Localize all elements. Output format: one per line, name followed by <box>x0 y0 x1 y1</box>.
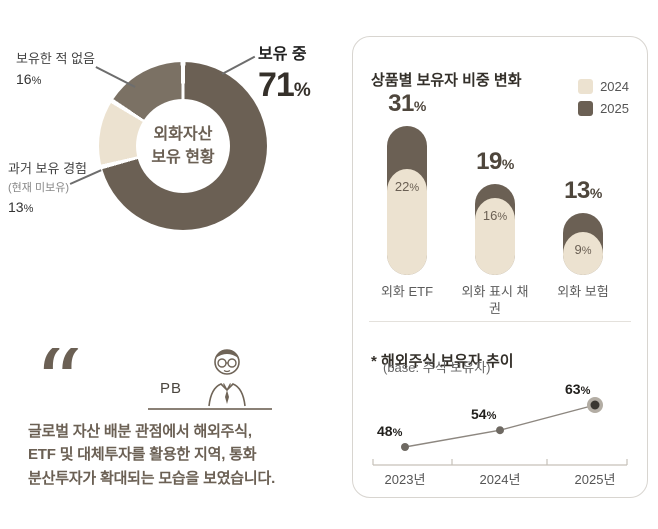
callout-past-value: 13% <box>8 199 87 215</box>
line-chart-title: * 해외주식 보유자 추이 <box>371 353 514 370</box>
line-point-unit: % <box>392 427 403 439</box>
product-bar-column: 19% 16% 외화 표시 채권 <box>455 87 535 316</box>
pb-quote-line: 글로벌 자산 배분 관점에서 해외주식, <box>28 423 252 440</box>
bar-top-unit: % <box>501 155 514 172</box>
callout-holding-label: 보유 중 <box>258 46 307 63</box>
bar-2025: 16% <box>475 183 515 275</box>
callout-past-label: 과거 보유 경험 <box>8 161 87 176</box>
quote-mark-icon: “ <box>34 348 120 406</box>
stock-trend-svg <box>372 397 628 466</box>
bar-top-number: 31 <box>388 90 414 118</box>
leader-line-holding <box>221 55 256 75</box>
callout-past-sublabel: (현재 미보유) <box>8 182 69 194</box>
bar-2024: 9% <box>563 231 603 275</box>
product-bar-chart: 31% 22% 외화 ETF 19% 16% 외화 표시 채권 13% <box>367 87 623 316</box>
bar-top-value: 13% <box>564 177 602 205</box>
x-axis-label: 2024년 <box>479 472 521 487</box>
donut-callout-never: 보유한 적 없음 16% <box>16 48 95 87</box>
bar-top-value: 19% <box>476 148 514 176</box>
leader-line-never <box>95 66 136 88</box>
bar-2025: 22% <box>387 126 427 275</box>
callout-holding-value: 71% <box>258 66 311 105</box>
product-bar-column: 31% 22% 외화 ETF <box>367 87 447 313</box>
callout-never-number: 16 <box>16 71 32 87</box>
line-point-value: 54% <box>471 406 496 422</box>
bar-inner-value: 22% <box>387 169 427 194</box>
pb-divider-line <box>148 408 272 410</box>
callout-never-value: 16% <box>16 71 95 87</box>
bar-top-unit: % <box>413 98 426 115</box>
bar-inner-number: 16 <box>482 208 498 224</box>
x-axis-label: 2025년 <box>574 472 616 487</box>
bar-2025: 9% <box>563 212 603 275</box>
bar-top-unit: % <box>589 184 602 201</box>
line-point-value: 63% <box>565 381 590 397</box>
bar-inner-unit: % <box>581 244 592 257</box>
line-point-number: 63 <box>565 381 581 397</box>
bar-inner-unit: % <box>409 182 420 195</box>
callout-past-unit: % <box>23 203 34 215</box>
bar-inner-number: 9 <box>574 241 582 257</box>
legend-label-2025: 2025 <box>600 101 629 116</box>
legend-label-2024: 2024 <box>600 79 629 94</box>
pb-quote: 글로벌 자산 배분 관점에서 해외주식, ETF 및 대체투자를 활용한 지역,… <box>28 420 334 490</box>
legend-swatch-2024 <box>578 79 594 94</box>
product-bar-column: 13% 9% 외화 보험 <box>543 87 623 313</box>
stock-trend-chart: 48% 54% 63% 2023년 2024년 2025년 <box>365 381 635 493</box>
bar-inner-value: 9% <box>563 232 603 257</box>
pb-label: PB <box>160 380 183 397</box>
donut-callout-past: 과거 보유 경험 (현재 미보유) 13% <box>8 158 87 215</box>
card-title: 상품별 보유자 비중 변화 <box>371 72 522 90</box>
line-point-number: 54 <box>471 406 487 422</box>
pb-advisor-illustration <box>208 349 246 407</box>
bar-top-number: 13 <box>564 176 590 204</box>
callout-never-unit: % <box>31 75 42 87</box>
line-point-value: 48% <box>377 423 402 439</box>
bar-category-label: 외화 ETF <box>380 284 434 299</box>
chart-legend: 2024 2025 <box>578 79 629 116</box>
bar-category-label: 외화 보험 <box>557 284 609 299</box>
bar-inner-unit: % <box>497 211 508 224</box>
callout-past-number: 13 <box>8 199 24 215</box>
donut-center-title: 외화자산 보유 현황 <box>151 125 215 166</box>
line-chart-subtitle: (base: 주식 보유자) <box>383 360 491 375</box>
bar-2024: 22% <box>387 169 427 275</box>
line-point-unit: % <box>580 385 591 397</box>
bar-top-number: 19 <box>476 147 502 175</box>
x-axis-label: 2023년 <box>384 472 426 487</box>
donut-callout-holding: 보유 중 71% <box>258 40 311 105</box>
pb-quote-line: ETF 및 대체투자를 활용한 지역, 통화 <box>28 446 257 464</box>
legend-swatch-2025 <box>578 101 594 116</box>
bar-inner-value: 16% <box>475 198 515 223</box>
callout-holding-unit: % <box>293 80 311 101</box>
line-point-number: 48 <box>377 423 393 439</box>
bar-inner-number: 22 <box>394 179 410 195</box>
bar-top-value: 31% <box>388 90 426 118</box>
quote-mark-glyph: “ <box>34 348 84 406</box>
pb-quote-line: 분산투자가 확대되는 모습을 보였습니다. <box>28 469 276 487</box>
product-share-card: 상품별 보유자 비중 변화 2024 2025 31% 22% 외화 ETF <box>352 36 648 498</box>
legend-item-2025: 2025 <box>578 101 629 116</box>
legend-item-2024: 2024 <box>578 79 629 94</box>
card-divider <box>369 321 631 322</box>
holding-donut-center: 외화자산 보유 현황 <box>136 99 230 193</box>
bar-category-label: 외화 표시 채권 <box>461 284 529 316</box>
callout-holding-number: 71 <box>258 66 295 104</box>
bar-2024: 16% <box>475 198 515 275</box>
holding-donut: 외화자산 보유 현황 <box>99 62 267 230</box>
callout-never-label: 보유한 적 없음 <box>16 51 95 66</box>
line-point-unit: % <box>486 410 497 422</box>
